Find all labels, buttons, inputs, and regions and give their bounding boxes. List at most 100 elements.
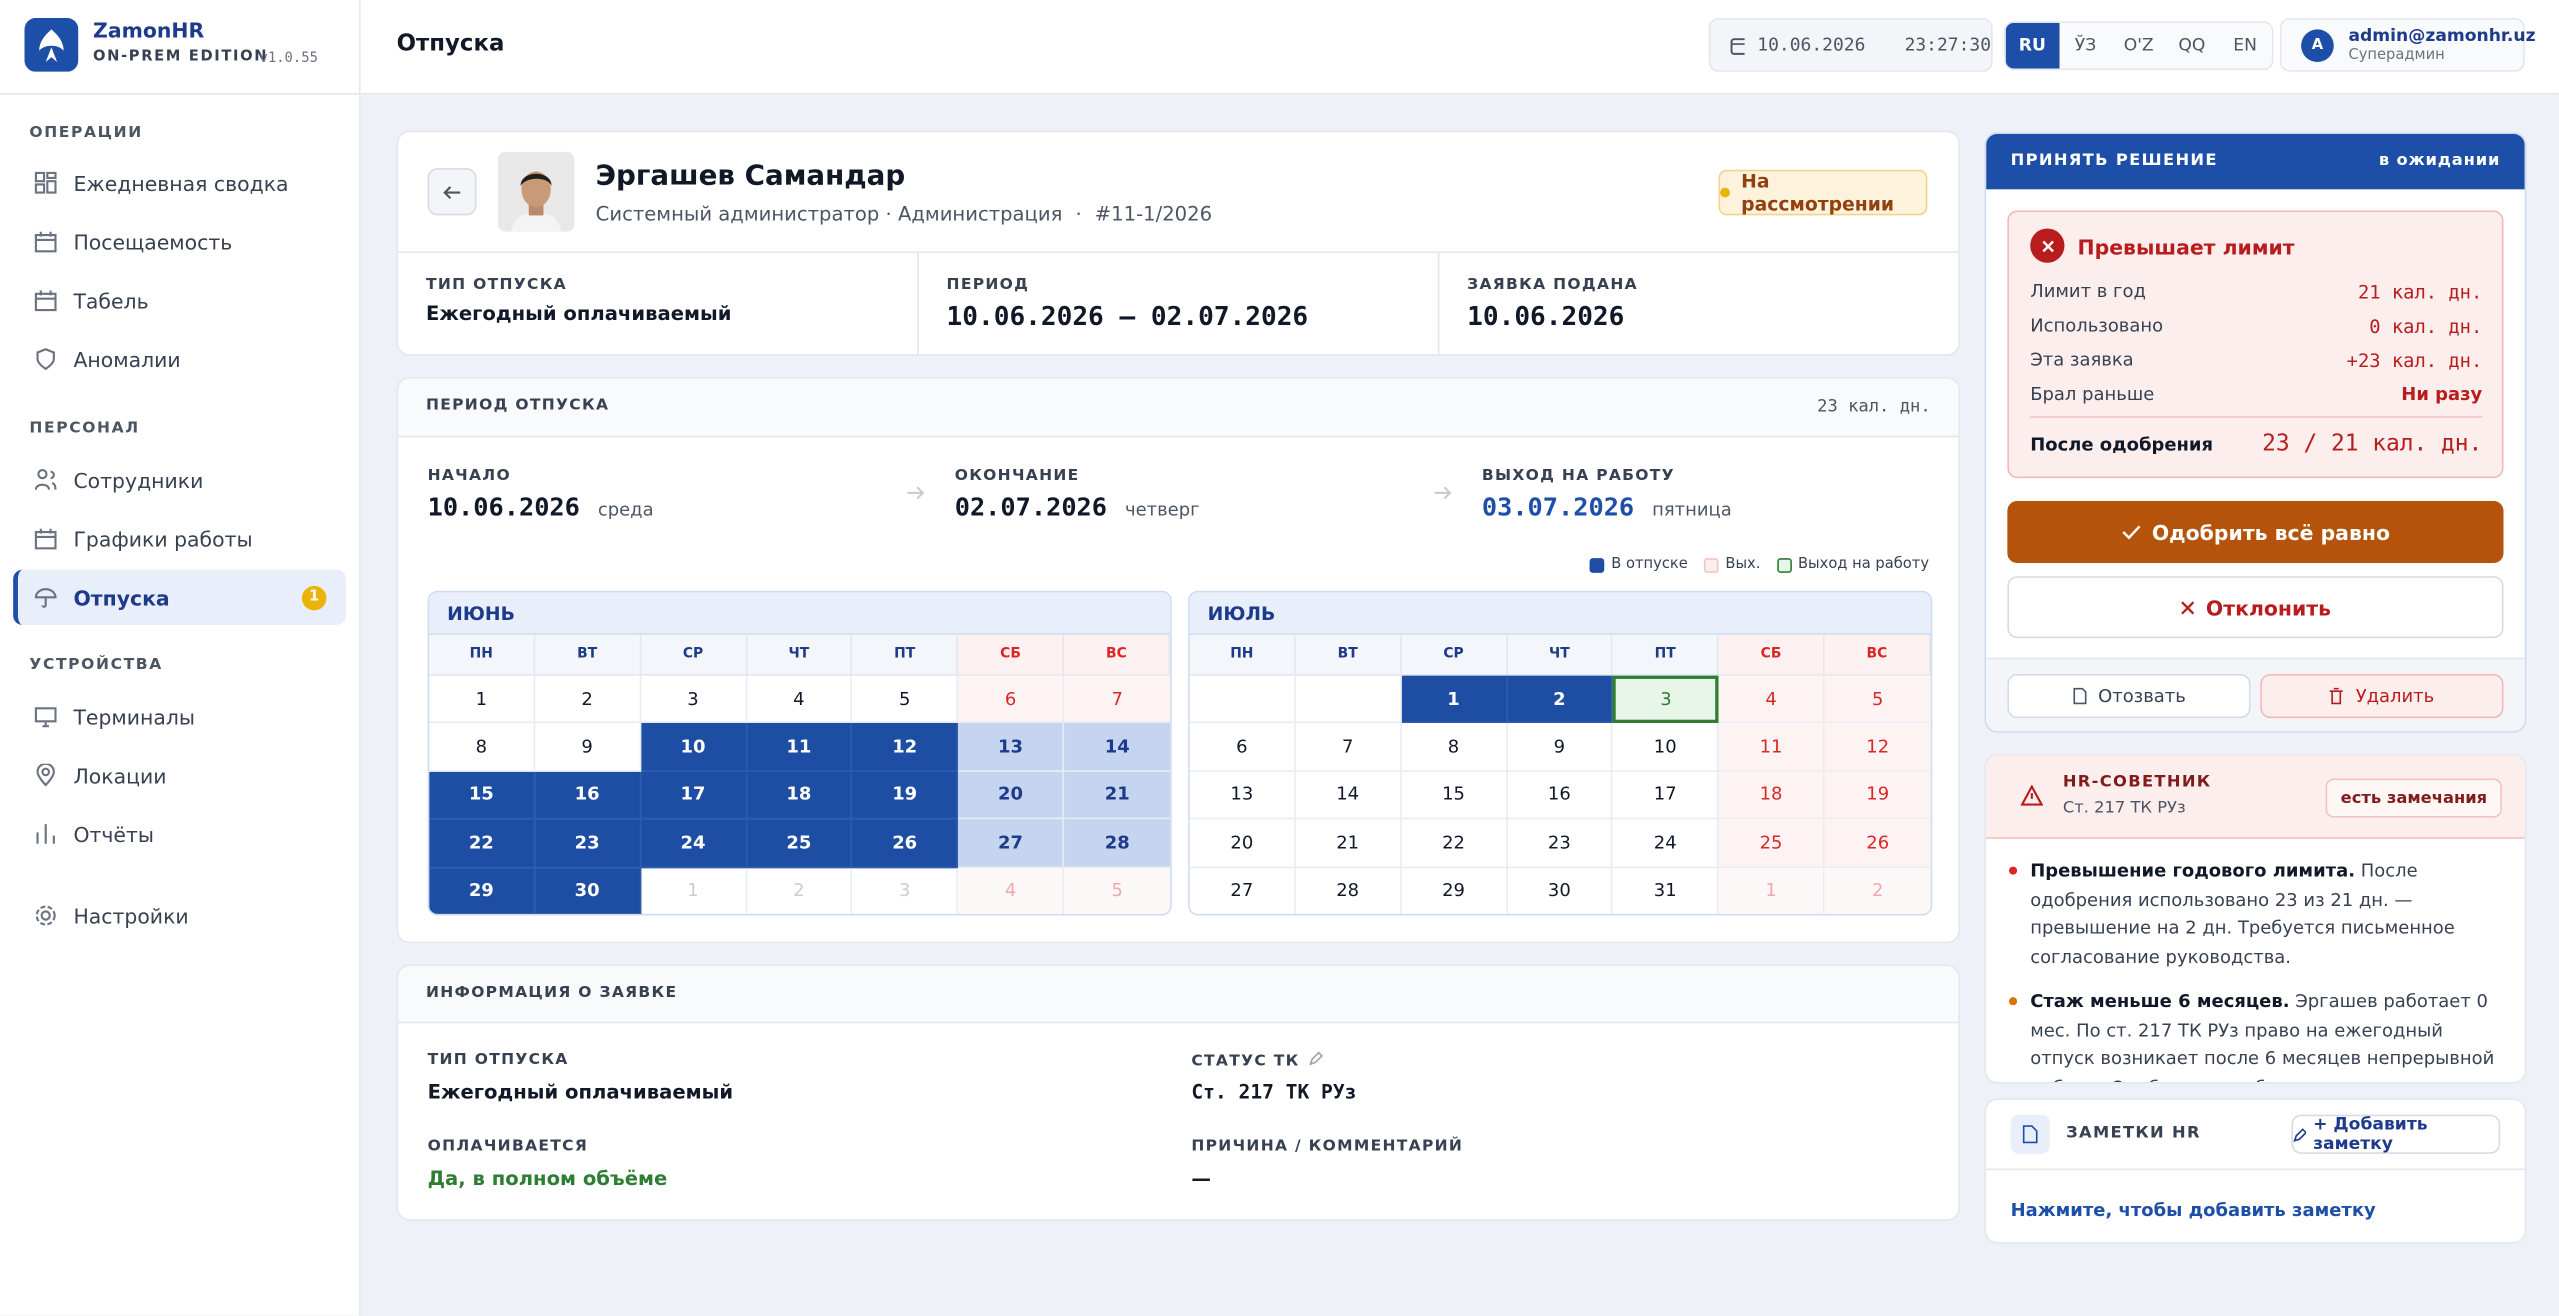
nav-item[interactable]: Табель xyxy=(13,273,346,328)
period-card: ПЕРИОД ОТПУСКА 23 кал. дн. В отпуске Вых.… xyxy=(396,376,1961,944)
calendar-day: 23 xyxy=(535,819,641,868)
nav-item[interactable]: Локации xyxy=(13,747,346,802)
nav-label: Отчёты xyxy=(73,821,154,847)
nav-item[interactable]: Настройки xyxy=(13,888,346,943)
nav-label: Ежедневная сводка xyxy=(73,170,289,196)
user-role: Суперадмин xyxy=(2348,47,2445,64)
calendar-day: 26 xyxy=(852,819,959,868)
arrow-icon xyxy=(1434,486,1452,500)
limit-row: Брал раньше Ни разу xyxy=(2030,377,2482,411)
approve-button[interactable]: Одобрить всё равно xyxy=(2007,501,2504,564)
calendar-day: 13 xyxy=(1189,771,1296,820)
advice-item: Стаж меньше 6 месяцев. Эргашев работает … xyxy=(2008,987,2499,1082)
limit-after: После одобрения 23 / 21 кал. дн. xyxy=(2030,416,2483,457)
calendar-day: 31 xyxy=(1613,867,1719,914)
calendar-day: 10 xyxy=(1613,723,1719,772)
user-email: admin@zamonhr.uz xyxy=(2348,26,2536,46)
employee-meta: Системный администратор · Администрация … xyxy=(596,202,1212,225)
add-note-button[interactable]: + Добавить заметку xyxy=(2291,1114,2501,1154)
field-label: ТИП ОТПУСКА xyxy=(428,1051,569,1069)
icon xyxy=(34,348,57,371)
calendar-day: 10 xyxy=(640,723,747,772)
limit-label: Использовано xyxy=(2030,314,2164,337)
calendar-day: 8 xyxy=(1401,723,1508,772)
card-title: ЗАМЕТКИ HR xyxy=(2066,1124,2201,1143)
nav-item[interactable]: Терминалы xyxy=(13,689,346,744)
calendar-day: 5 xyxy=(1824,675,1931,724)
legend: В отпуске Вых. Выход на работу xyxy=(1590,557,1929,573)
revoke-button[interactable]: Отозвать xyxy=(2007,674,2251,719)
language-option[interactable]: RU xyxy=(2005,22,2059,69)
button-label: Удалить xyxy=(2355,685,2435,707)
advice-item: Превышение годового лимита. После одобре… xyxy=(2008,857,2499,971)
user-menu[interactable]: A admin@zamonhr.uz Суперадмин xyxy=(2279,17,2536,72)
nav-item[interactable]: Отпуска 1 xyxy=(13,569,346,626)
limit-row: Эта заявка +23 кал. дн. xyxy=(2030,343,2482,377)
request-info-card: ИНФОРМАЦИЯ О ЗАЯВКЕ ТИП ОТПУСКА Ежегодный… xyxy=(396,964,1961,1221)
calendar-month: ИЮЛЬ xyxy=(1189,592,1931,635)
icon xyxy=(2022,1125,2038,1144)
field-label-text: ПРИЧИНА / КОММЕНТАРИЙ xyxy=(1191,1137,1464,1156)
logo xyxy=(24,17,79,72)
nav-item[interactable]: Ежедневная сводка xyxy=(13,155,346,210)
employee-position: Системный администратор · Администрация xyxy=(595,202,1063,226)
language-option[interactable]: ЎЗ xyxy=(2058,22,2113,69)
language-option[interactable]: O'Z xyxy=(2112,22,2166,69)
employee-photo xyxy=(497,151,575,232)
weekday: СР xyxy=(1401,634,1508,676)
reject-button[interactable]: Отклонить xyxy=(2007,576,2504,639)
legend-label: Выход на работу xyxy=(1797,556,1930,573)
calendar-day: 15 xyxy=(429,771,536,820)
calendar-day: 4 xyxy=(1718,675,1825,724)
language-option[interactable]: QQ xyxy=(2165,22,2219,69)
nav-item[interactable]: Посещаемость xyxy=(13,214,346,269)
field-label-text: СТАТУС ТК xyxy=(1191,1051,1300,1070)
legend-swatch xyxy=(1704,557,1719,573)
calendar-day: 22 xyxy=(429,819,536,868)
card-title: ПЕРИОД ОТПУСКА xyxy=(425,396,610,415)
nav-item[interactable]: Сотрудники xyxy=(13,452,346,507)
delete-button[interactable]: Удалить xyxy=(2260,674,2504,719)
edit-icon[interactable] xyxy=(1309,1051,1324,1071)
legend-item: Выход на работу xyxy=(1776,556,1930,573)
calendar-month: ИЮНЬ xyxy=(429,592,1171,635)
calendar-day: 25 xyxy=(1718,819,1825,868)
divider xyxy=(1986,1168,2525,1171)
advice-title: Превышение годового лимита. xyxy=(2030,860,2356,882)
calendar-day: 18 xyxy=(1718,771,1825,820)
nav-item[interactable]: Отчёты xyxy=(13,806,346,861)
calendar-day: 1 xyxy=(429,675,536,724)
advice-title: Стаж меньше 6 месяцев. xyxy=(2030,990,2290,1012)
status: На рассмотрении xyxy=(1741,169,1895,216)
sidebar: ZamonHR ON-PREM EDITION v1.0.55 ОПЕРАЦИИ… xyxy=(0,0,361,1316)
calendar-day: 2 xyxy=(1824,867,1931,914)
field-value: Ежегодный оплачиваемый xyxy=(427,1080,734,1104)
calendar-day: 3 xyxy=(1613,675,1719,724)
card-header: ИНФОРМАЦИЯ О ЗАЯВКЕ xyxy=(398,966,1959,1024)
calendar-day: 7 xyxy=(1295,723,1402,772)
point-weekday: пятница xyxy=(1652,499,1732,521)
calendar-day: 13 xyxy=(958,723,1065,772)
status-pill: На рассмотрении xyxy=(1718,169,1928,216)
calendar-day: 14 xyxy=(1064,723,1171,772)
nav-item[interactable]: Графики работы xyxy=(13,511,346,566)
calendar-day: 8 xyxy=(429,723,536,772)
calendar-day: 27 xyxy=(1189,867,1296,914)
language-option[interactable]: EN xyxy=(2218,22,2272,69)
calendar-day: 17 xyxy=(640,771,747,820)
after-value: 23 / 21 кал. дн. xyxy=(2262,430,2483,457)
calendar-day: 15 xyxy=(1401,771,1508,820)
point-label: ВЫХОД НА РАБОТУ xyxy=(1481,466,1675,485)
weekday: ЧТ xyxy=(1507,634,1614,676)
icon xyxy=(1730,37,1745,55)
alert-title: Превышает лимит xyxy=(2077,235,2295,260)
add-note-link[interactable]: Нажмите, чтобы добавить заметку xyxy=(2010,1199,2376,1221)
calendar-day: 4 xyxy=(746,675,853,724)
limit-label: Брал раньше xyxy=(2030,383,2155,405)
summary-label: ЗАЯВКА ПОДАНА xyxy=(1467,275,1638,294)
divider xyxy=(0,93,360,95)
back-button[interactable] xyxy=(427,168,477,216)
nav-item[interactable]: Аномалии xyxy=(13,331,346,386)
limit-row: Использовано 0 кал. дн. xyxy=(2030,308,2482,342)
